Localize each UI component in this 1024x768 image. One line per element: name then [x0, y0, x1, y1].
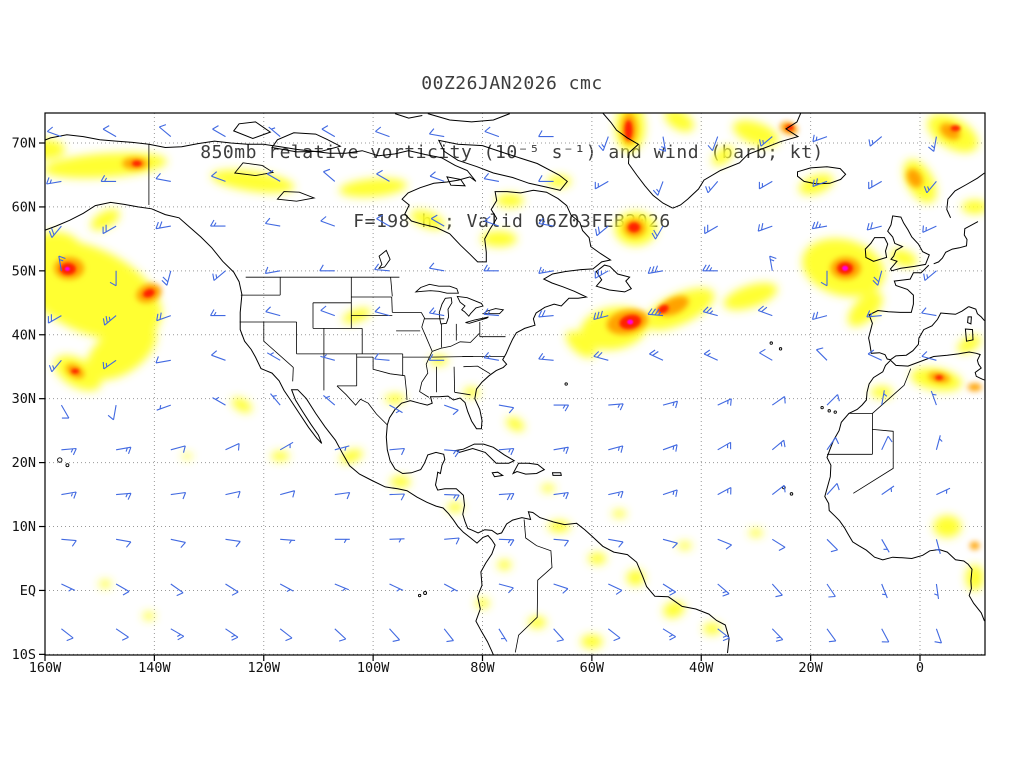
coastline-layer — [45, 113, 985, 655]
lat-tick-label: 30N — [12, 391, 36, 407]
political-borders-layer — [148, 144, 912, 653]
lat-tick-label: EQ — [20, 583, 36, 599]
lat-tick-label: 60N — [12, 199, 36, 215]
lon-tick-label: 160W — [29, 660, 62, 676]
lat-tick-label: 20N — [12, 455, 36, 471]
windbarb-layer — [46, 124, 951, 644]
chart-title-init: 00Z26JAN2026 cmc — [421, 73, 603, 94]
lon-tick-label: 40W — [689, 660, 714, 676]
lat-tick-label: 10S — [12, 647, 36, 663]
lon-tick-label: 20W — [798, 660, 823, 676]
lat-tick-label: 40N — [12, 327, 36, 343]
lat-tick-label: 70N — [12, 136, 36, 152]
vorticity-layer — [45, 113, 985, 649]
lat-tick-label: 50N — [12, 263, 36, 279]
lon-tick-label: 60W — [580, 660, 605, 676]
lon-tick-label: 120W — [247, 660, 280, 676]
lon-tick-label: 140W — [138, 660, 171, 676]
lon-tick-label: 0 — [916, 660, 924, 676]
lon-tick-label: 100W — [357, 660, 390, 676]
lon-tick-label: 80W — [470, 660, 495, 676]
lat-tick-label: 10N — [12, 519, 36, 535]
